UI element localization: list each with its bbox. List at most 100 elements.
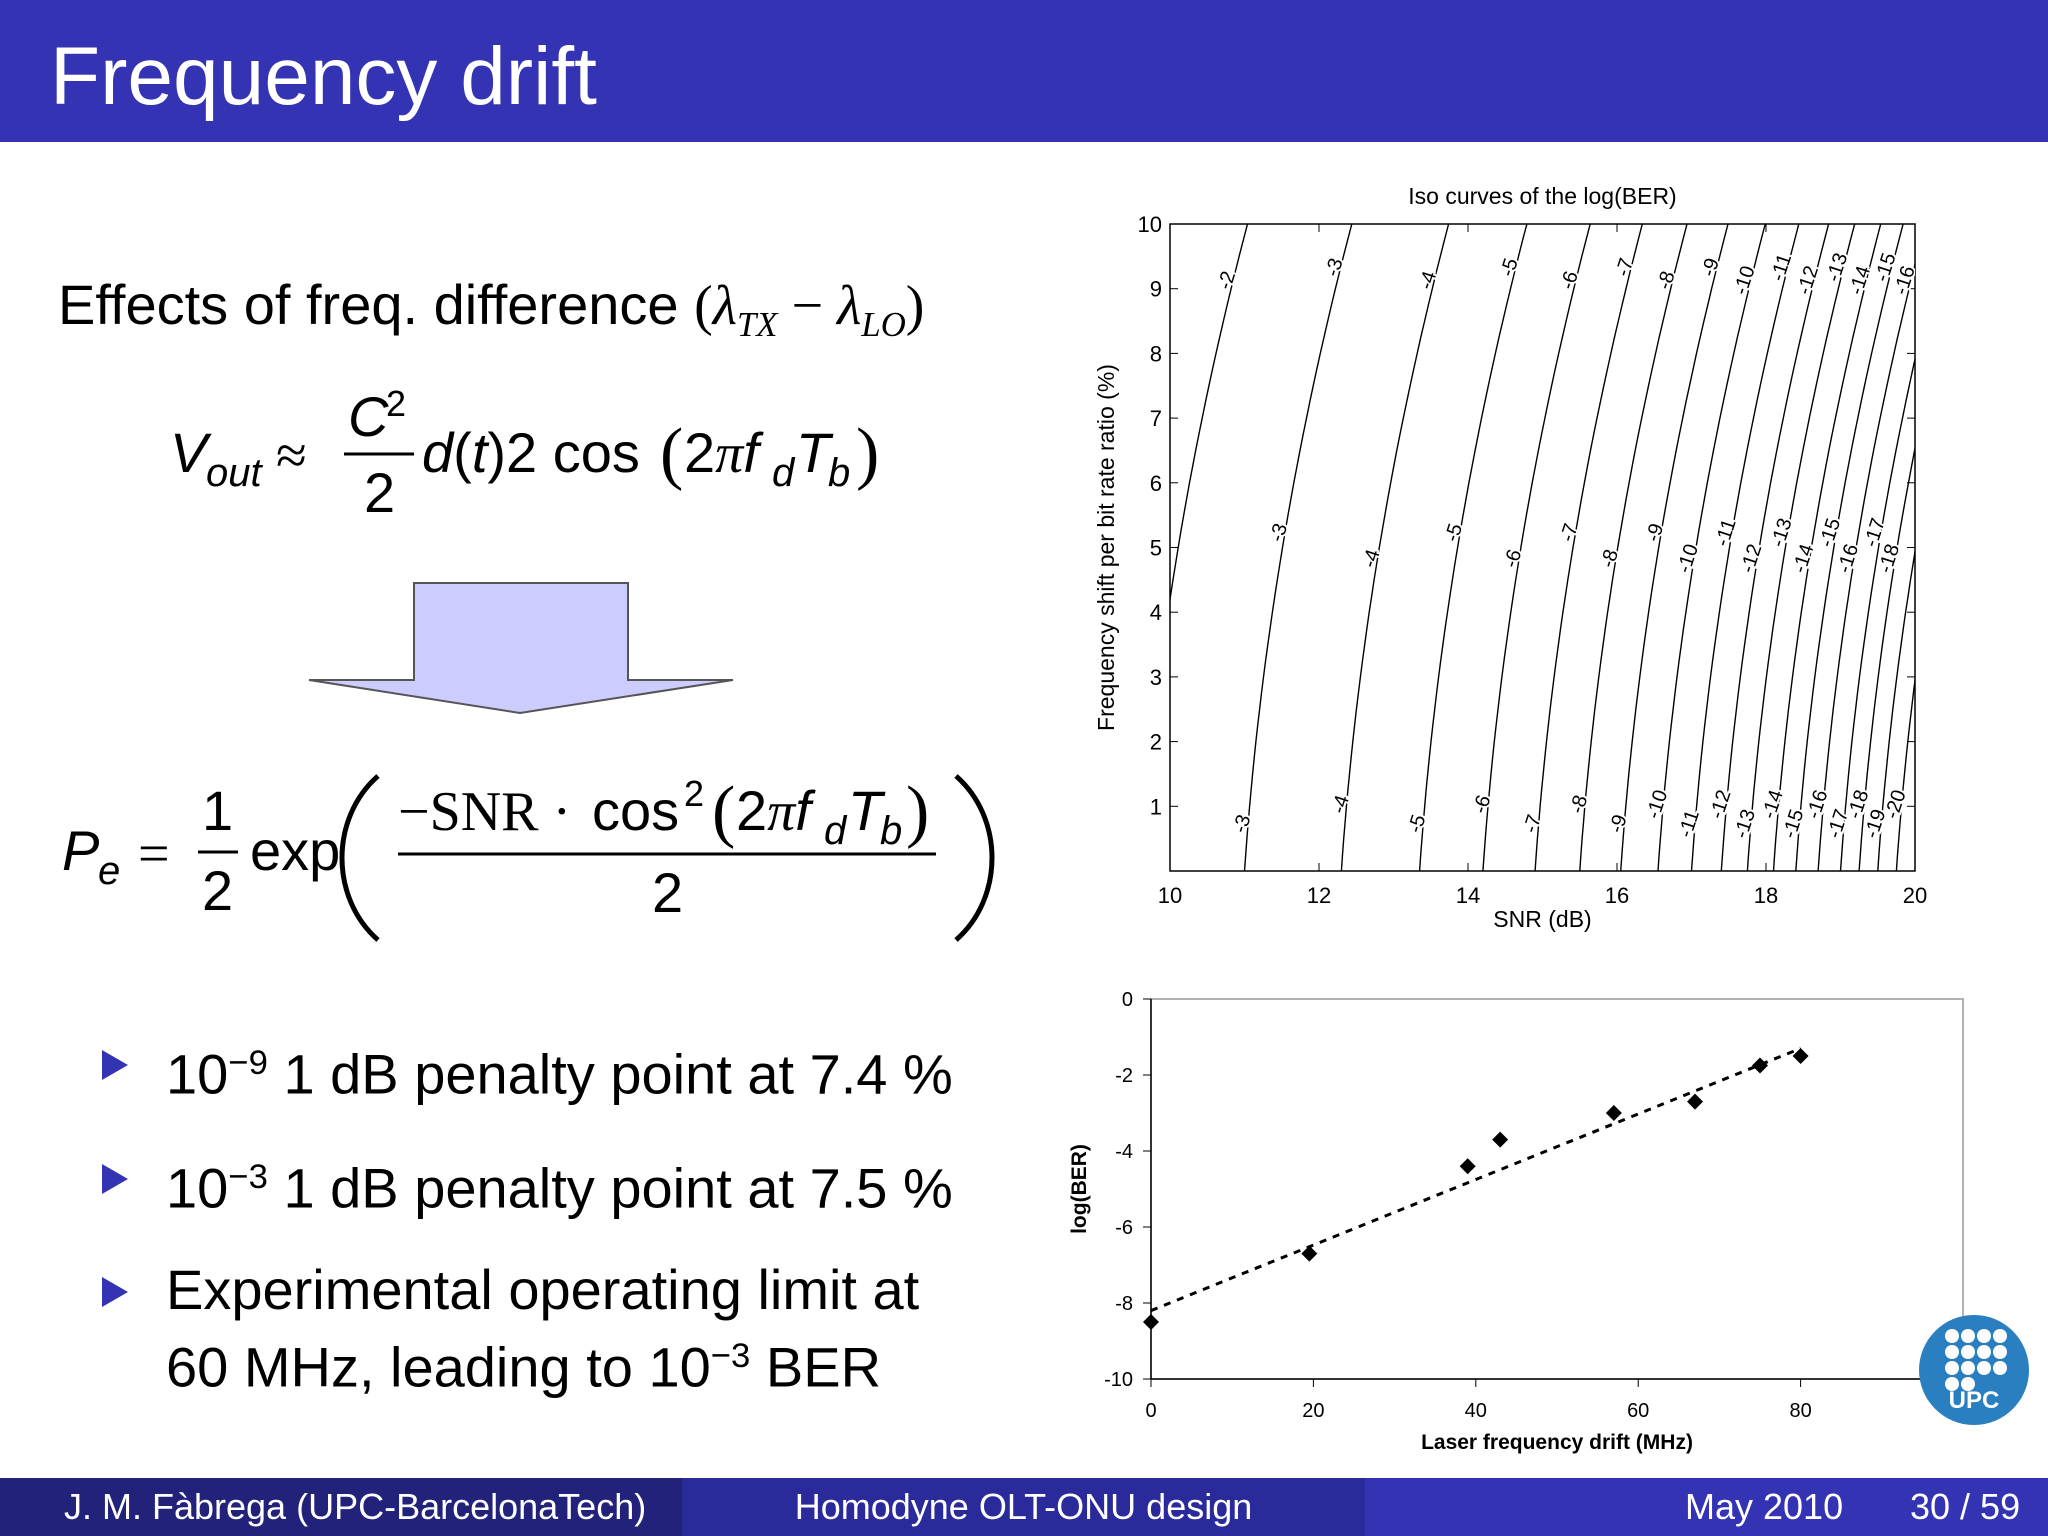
svg-text:e: e bbox=[98, 849, 120, 893]
y-tick-label: -4 bbox=[1115, 1141, 1133, 1163]
data-point bbox=[1792, 1048, 1809, 1064]
lead-label: Effects of freq. difference bbox=[58, 273, 679, 336]
iso-curve-label: -8 bbox=[1653, 269, 1679, 293]
iso-curve-label: -7 bbox=[1612, 256, 1638, 280]
iso-curve bbox=[1772, 224, 1882, 871]
iso-curve bbox=[1858, 444, 1915, 871]
bullet-triangle-icon bbox=[102, 1277, 128, 1308]
iso-curve-label: -12 bbox=[1793, 263, 1823, 297]
iso-curve-label: -8 bbox=[1597, 547, 1623, 571]
bullet-item: 10−3 1 dB penalty point at 7.5 % bbox=[96, 1144, 953, 1222]
iso-curve-label: -11 bbox=[1711, 516, 1740, 549]
iso-curve-label: -2 bbox=[1214, 269, 1240, 293]
iso-curve-label: -14 bbox=[1789, 541, 1819, 575]
y-tick-label: 8 bbox=[1150, 341, 1162, 366]
svg-text:2: 2 bbox=[386, 388, 406, 424]
data-point bbox=[1143, 1314, 1159, 1330]
iso-curve bbox=[1170, 224, 1249, 605]
iso-curve-label: -20 bbox=[1881, 787, 1911, 821]
iso-curve-label: -3 bbox=[1321, 256, 1347, 280]
iso-curve-label: -9 bbox=[1698, 256, 1724, 280]
x-axis-label: SNR (dB) bbox=[1493, 906, 1591, 932]
footer-title: Homodyne OLT-ONU design bbox=[682, 1478, 1365, 1536]
iso-curve bbox=[1534, 224, 1643, 871]
iso-curve-label: -6 bbox=[1556, 269, 1582, 293]
svg-text:T: T bbox=[796, 421, 834, 484]
iso-curve-label: -12 bbox=[1706, 787, 1736, 821]
bullet-triangle-icon bbox=[102, 1163, 128, 1194]
equation-vout: V out ≈ C 2 2 d(t)2 cos ( 2πf d T b ) bbox=[168, 383, 888, 541]
bullet-item: 10−9 1 dB penalty point at 7.4 % bbox=[96, 1030, 953, 1108]
down-arrow-icon bbox=[306, 580, 736, 721]
iso-curve-label: -13 bbox=[1822, 250, 1852, 284]
y-tick-label: 10 bbox=[1138, 212, 1162, 237]
iso-curve-label: -6 bbox=[1500, 547, 1526, 571]
iso-curve bbox=[1418, 224, 1528, 871]
iso-curve-label: -7 bbox=[1556, 521, 1582, 545]
title-bar: Frequency drift bbox=[0, 0, 2048, 142]
svg-text:cos: cos bbox=[592, 779, 679, 842]
iso-curve-label: -12 bbox=[1737, 541, 1767, 575]
iso-curve-label: -16 bbox=[1833, 541, 1863, 575]
y-tick-label: -2 bbox=[1115, 1065, 1133, 1087]
y-tick-label: 3 bbox=[1150, 665, 1162, 690]
y-tick-label: 1 bbox=[1150, 794, 1162, 819]
svg-text:d: d bbox=[772, 451, 796, 495]
x-tick-label: 40 bbox=[1465, 1400, 1487, 1422]
iso-curve bbox=[1746, 224, 1856, 871]
y-tick-label: -10 bbox=[1104, 1369, 1133, 1391]
svg-text:=: = bbox=[138, 823, 170, 885]
y-tick-label: -8 bbox=[1115, 1293, 1133, 1315]
x-tick-label: 0 bbox=[1145, 1400, 1156, 1422]
iso-curve bbox=[1690, 224, 1800, 871]
data-point bbox=[1492, 1131, 1509, 1148]
svg-text:(: ( bbox=[712, 773, 735, 850]
y-axis-label: Frequency shift per bit rate ratio (%) bbox=[1093, 364, 1119, 731]
iso-curve-label: -6 bbox=[1469, 793, 1495, 817]
iso-curve bbox=[1720, 224, 1830, 871]
iso-curve bbox=[1877, 547, 1915, 871]
equation-vout-graphic: V out ≈ C 2 2 d(t)2 cos ( 2πf d T b ) bbox=[170, 383, 879, 524]
data-point bbox=[1752, 1057, 1768, 1074]
y-tick-label: 9 bbox=[1150, 277, 1162, 302]
data-point bbox=[1301, 1245, 1318, 1262]
iso-curves: -2 -3 -3 -3 -4 -4 -4 -5 -5 -5 -6 -6 -6 -7 -7 -7 -8 -8 -8 -9… bbox=[1170, 224, 1915, 871]
iso-curve-label: -5 bbox=[1404, 812, 1430, 836]
iso-curve-label: -3 bbox=[1266, 521, 1292, 545]
svg-text:): ) bbox=[856, 415, 879, 492]
data-point bbox=[1459, 1158, 1476, 1175]
iso-curve bbox=[1839, 356, 1915, 871]
footer-date: May 2010 bbox=[1685, 1486, 1844, 1527]
iso-curve bbox=[1895, 674, 1915, 871]
svg-text:2: 2 bbox=[652, 861, 683, 924]
bullet-item: Experimental operating limit at 60 MHz, … bbox=[96, 1257, 953, 1401]
data-point bbox=[1605, 1105, 1622, 1121]
svg-text:): ) bbox=[906, 773, 929, 850]
x-tick-label: 10 bbox=[1158, 883, 1182, 908]
iso-curve-label: -14 bbox=[1758, 787, 1788, 821]
bullet-list: 10−9 1 dB penalty point at 7.4 % 10−3 1 … bbox=[96, 1030, 953, 1437]
iso-curve bbox=[1579, 224, 1688, 871]
iso-curve bbox=[1817, 261, 1915, 871]
iso-curve-label: -11 bbox=[1675, 807, 1704, 840]
iso-curve-label: -10 bbox=[1673, 541, 1703, 575]
svg-text:≈: ≈ bbox=[276, 425, 307, 487]
y-axis-label: log(BER) bbox=[1068, 1144, 1091, 1234]
footer-page-number: 30 / 59 bbox=[1910, 1486, 2021, 1527]
iso-curve-label: -5 bbox=[1496, 256, 1522, 280]
lead-text: Effects of freq. difference (λTX − λLO) bbox=[58, 272, 924, 345]
svg-text:1: 1 bbox=[202, 779, 233, 842]
iso-curve bbox=[1795, 224, 1904, 871]
x-tick-label: 20 bbox=[1302, 1400, 1324, 1422]
svg-text:2: 2 bbox=[364, 461, 395, 524]
upc-logo: UPC bbox=[1918, 1314, 2030, 1431]
iso-curve-label: -3 bbox=[1229, 812, 1255, 836]
footer: J. M. Fàbrega (UPC-BarcelonaTech) Homody… bbox=[0, 1478, 2048, 1536]
chart-title: Iso curves of the log(BER) bbox=[1408, 183, 1676, 209]
equation-pe: P e = 1 2 exp −SNR · cos 2 ( 2πf d T b )… bbox=[60, 768, 1000, 961]
iso-curve-label: -8 bbox=[1566, 793, 1592, 817]
svg-text:2: 2 bbox=[684, 773, 704, 814]
